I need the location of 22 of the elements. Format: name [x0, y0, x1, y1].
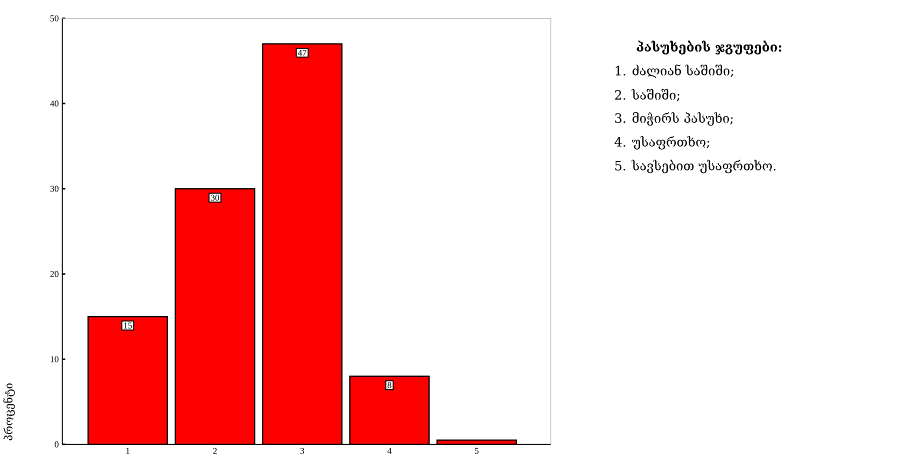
text: პასუხების ჯგუფები: — [636, 40, 782, 55]
text: 5. სავსებით უსაფრთხო. — [615, 160, 776, 174]
y-tick-label: 40 — [50, 100, 58, 107]
x-tick-label: 5 — [474, 448, 479, 454]
y-axis-title: პროცენტი — [3, 384, 15, 440]
x-tick-label: 3 — [300, 448, 304, 454]
text: 1. ძალიან საშიში; — [616, 64, 734, 78]
text: 4. უსაფრთხო; — [614, 136, 710, 150]
data-label: 15 — [124, 322, 132, 329]
y-tick-label: 50 — [50, 15, 58, 22]
x-tick-label: 1 — [126, 448, 130, 454]
data-label: 8 — [388, 382, 392, 388]
text: 2. საშიში; — [615, 89, 680, 102]
y-tick-label: 20 — [50, 271, 58, 278]
x-tick-label: 4 — [387, 448, 392, 454]
text: 3. მიჭირს პასუხი; — [615, 112, 733, 126]
y-tick-label: 30 — [50, 186, 58, 192]
data-label: 30 — [210, 194, 220, 201]
y-tick-label: 0 — [54, 442, 58, 448]
data-label: 47 — [298, 50, 306, 56]
x-tick-label: 2 — [213, 448, 217, 454]
y-tick-label: 10 — [50, 356, 58, 362]
